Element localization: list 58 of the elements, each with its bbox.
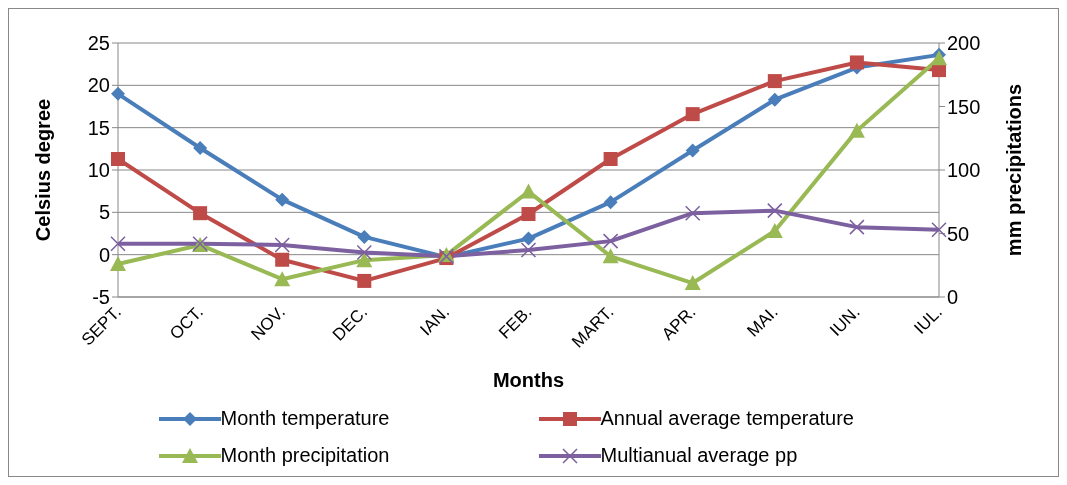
y2-tick-label: 150 bbox=[947, 95, 981, 118]
point bbox=[849, 219, 865, 235]
x-tick-label: IUN. bbox=[826, 302, 864, 340]
point bbox=[110, 235, 126, 252]
y-tick-label: 20 bbox=[87, 74, 110, 97]
x-tick-label: IUL. bbox=[910, 302, 946, 338]
point bbox=[931, 50, 947, 66]
y-tick-label: 15 bbox=[87, 116, 110, 139]
x-tick-label: IAN. bbox=[416, 302, 454, 340]
point bbox=[931, 221, 947, 238]
point bbox=[685, 143, 700, 158]
y-tick-label: 10 bbox=[87, 159, 110, 182]
y2-tick-label: 200 bbox=[947, 32, 981, 55]
point bbox=[193, 206, 208, 221]
point bbox=[111, 151, 125, 166]
legend-label: Annual average temperature bbox=[600, 407, 854, 430]
point bbox=[684, 275, 701, 291]
point bbox=[275, 252, 290, 267]
point bbox=[111, 86, 125, 101]
y2-tick-label: 100 bbox=[947, 159, 981, 182]
y-tick-label: 5 bbox=[98, 201, 110, 224]
point bbox=[193, 140, 208, 155]
legend-label: Multianual average pp bbox=[600, 444, 798, 467]
point bbox=[767, 74, 782, 89]
y-tick-label: -5 bbox=[92, 286, 110, 309]
point bbox=[356, 244, 373, 261]
point bbox=[603, 195, 618, 210]
point bbox=[849, 55, 864, 70]
point bbox=[521, 207, 536, 222]
point bbox=[356, 252, 373, 268]
point bbox=[603, 151, 618, 166]
point bbox=[766, 222, 783, 238]
point bbox=[274, 237, 290, 253]
point bbox=[357, 273, 372, 288]
x-axis-title: Months bbox=[492, 369, 565, 391]
x-tick-label: MAI. bbox=[743, 302, 782, 341]
y2-tick-label: 50 bbox=[947, 222, 970, 245]
point bbox=[767, 92, 782, 107]
point bbox=[357, 229, 372, 244]
point bbox=[521, 231, 536, 246]
point bbox=[275, 192, 290, 207]
point bbox=[520, 183, 537, 199]
point bbox=[520, 242, 537, 258]
point bbox=[767, 202, 783, 219]
y-axis-title: Celsius degree bbox=[32, 98, 55, 242]
y-tick-label: 0 bbox=[98, 243, 110, 266]
point bbox=[110, 255, 126, 271]
y2-axis-title: mm precipitations bbox=[1003, 83, 1026, 257]
point bbox=[602, 248, 619, 264]
point bbox=[274, 271, 291, 287]
point bbox=[602, 233, 619, 249]
point bbox=[684, 205, 701, 221]
y-tick-label: 25 bbox=[87, 32, 110, 55]
legend-label: Month temperature bbox=[220, 407, 390, 430]
point bbox=[685, 107, 700, 122]
y2-tick-label: 0 bbox=[947, 286, 959, 309]
point bbox=[848, 122, 865, 138]
legend-label: Month precipitation bbox=[220, 444, 390, 467]
